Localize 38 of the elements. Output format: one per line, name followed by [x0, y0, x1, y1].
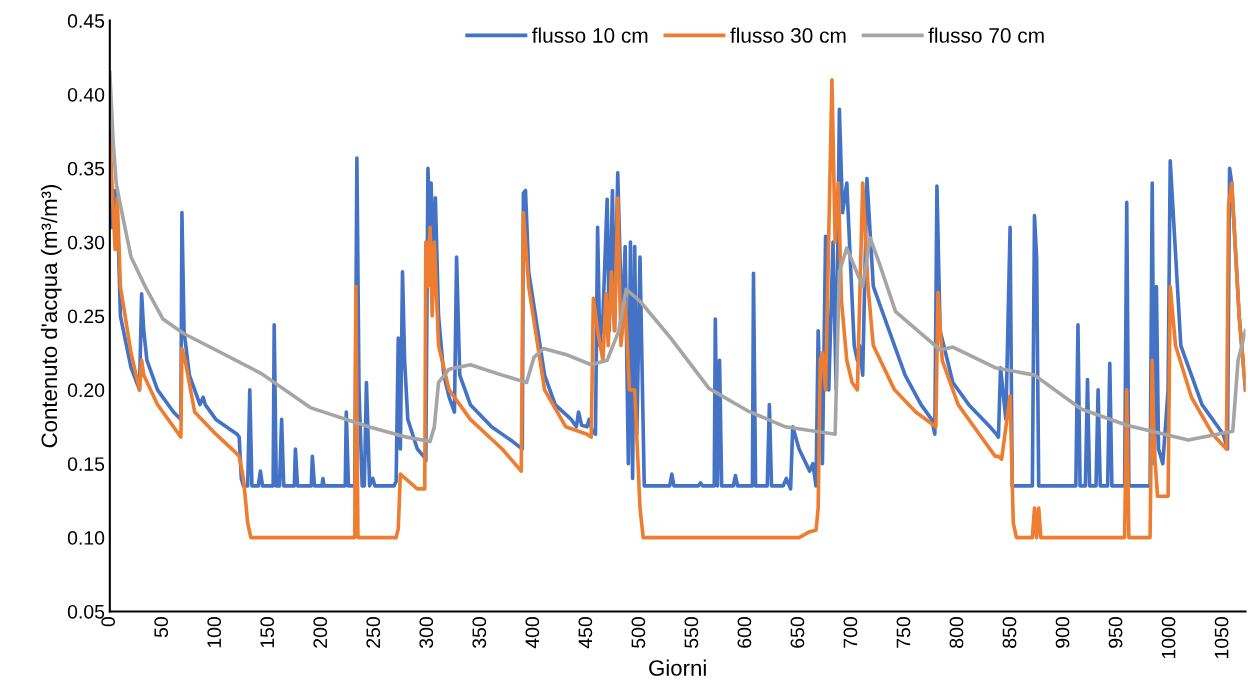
- x-tick-label: 700: [843, 617, 858, 648]
- x-tick-label: 0: [101, 617, 116, 627]
- y-tick-label: 0.45: [67, 14, 105, 28]
- y-tick-label: 0.40: [67, 87, 105, 102]
- x-tick-label: 850: [1002, 617, 1017, 648]
- x-tick-label: 250: [366, 617, 381, 648]
- x-tick-label: 1000: [1161, 617, 1176, 659]
- x-tick-label: 800: [949, 617, 964, 648]
- y-tick-label: 0.10: [67, 531, 105, 545]
- x-tick-label: 200: [313, 617, 328, 648]
- x-tick-label: 450: [578, 617, 593, 649]
- legend-label: flusso 10 cm: [532, 27, 648, 43]
- x-tick-label: 300: [419, 617, 434, 648]
- y-tick-label: 0.20: [67, 383, 105, 398]
- y-tick-label: 0.25: [67, 309, 105, 324]
- y-tick-label: 0.35: [67, 161, 105, 176]
- x-tick-label: 150: [260, 617, 275, 648]
- x-tick-label: 650: [790, 617, 805, 648]
- x-tick-label: 950: [1108, 617, 1123, 648]
- x-tick-label: 1050: [1214, 617, 1229, 659]
- x-tick-label: 100: [207, 617, 222, 648]
- x-tick-label: 500: [631, 617, 646, 648]
- y-tick-label: 0.15: [67, 457, 105, 471]
- y-tick-label: 0.30: [67, 235, 105, 250]
- x-tick-label: 350: [472, 617, 487, 648]
- legend-label: flusso 70 cm: [928, 27, 1044, 43]
- x-tick-label: 50: [154, 617, 169, 638]
- line-series: [109, 70, 1246, 444]
- x-tick-label: 550: [684, 617, 699, 648]
- line-series: [109, 77, 1246, 540]
- x-tick-label: 600: [737, 617, 752, 648]
- legend-label: flusso 30 cm: [730, 27, 846, 43]
- x-tick-label: 400: [525, 617, 540, 649]
- y-axis-title: Contenuto d'acqua (m³/m³): [40, 184, 62, 448]
- x-tick-label: 750: [896, 617, 911, 648]
- x-tick-label: 900: [1055, 617, 1070, 648]
- y-tick-label: 0.05: [67, 604, 105, 619]
- x-axis-title: Giorni: [649, 659, 706, 676]
